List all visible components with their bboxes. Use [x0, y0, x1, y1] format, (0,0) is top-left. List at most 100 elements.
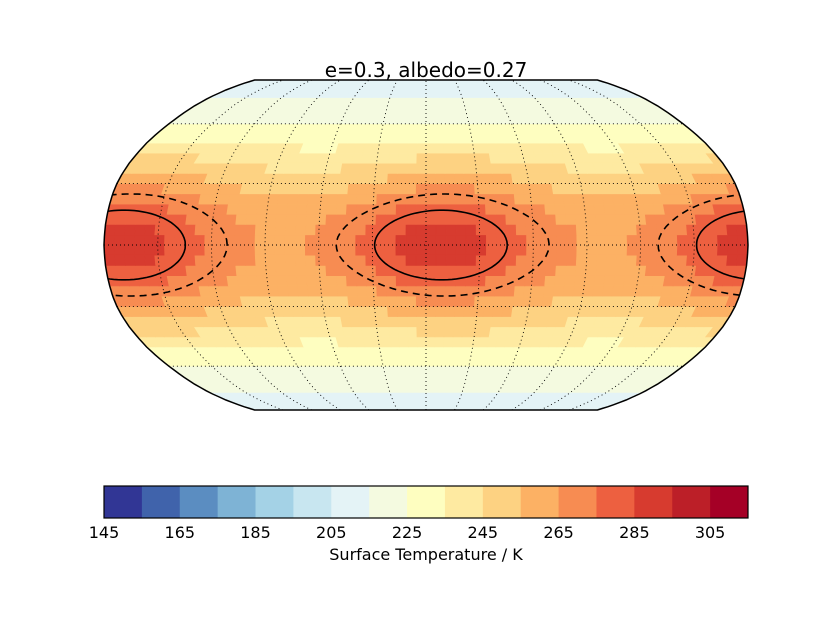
field-cell	[418, 105, 427, 115]
field-cell	[485, 234, 497, 246]
field-cell	[403, 383, 413, 393]
field-cell	[338, 173, 351, 184]
field-cell	[443, 326, 455, 338]
field-cell	[433, 123, 444, 134]
field-cell	[371, 336, 383, 348]
field-cell	[493, 295, 505, 307]
field-cell	[676, 244, 688, 256]
field-cell	[582, 285, 595, 297]
field-cell	[676, 254, 688, 266]
field-cell	[377, 173, 389, 184]
field-cell	[125, 265, 138, 277]
field-cell	[654, 214, 667, 225]
field-cell	[623, 203, 636, 215]
field-cell	[443, 142, 454, 154]
field-cell	[376, 183, 388, 195]
field-cell	[395, 224, 407, 236]
field-cell	[694, 265, 707, 277]
field-cell	[345, 254, 357, 266]
field-cell	[552, 193, 565, 205]
field-cell	[543, 285, 555, 297]
field-cell	[707, 244, 719, 256]
field-cell	[194, 224, 206, 236]
field-cell	[434, 142, 445, 154]
field-cell	[296, 275, 308, 287]
field-cell	[435, 275, 447, 287]
field-cell	[365, 265, 377, 277]
field-cell	[338, 306, 351, 317]
colorbar-swatch	[444, 486, 484, 518]
field-cell	[416, 133, 427, 144]
colorbar-tick-label: 185	[240, 523, 271, 542]
colorbar-frame	[103, 485, 749, 519]
field-cell	[516, 234, 527, 246]
field-cell	[396, 80, 406, 85]
field-cell	[445, 224, 457, 236]
field-cell	[435, 265, 447, 277]
contour-dashed	[657, 193, 748, 297]
field-cell	[135, 214, 148, 225]
field-cell	[512, 295, 525, 307]
field-cell	[392, 123, 403, 134]
field-cell	[284, 234, 296, 246]
field-cell	[526, 244, 538, 256]
field-cell	[475, 275, 487, 287]
field-cell	[606, 234, 618, 246]
field-cell	[425, 326, 436, 338]
field-cell	[366, 193, 378, 205]
field-cell	[264, 224, 277, 236]
field-cell	[345, 234, 357, 246]
field-cell	[390, 133, 402, 144]
field-cell	[281, 80, 298, 85]
field-cell	[411, 97, 420, 107]
field-cell	[425, 365, 435, 376]
field-cell	[299, 80, 314, 85]
map-boundary	[103, 79, 749, 411]
field-cell	[536, 244, 548, 256]
field-cell	[204, 254, 217, 266]
field-cell	[500, 80, 514, 85]
field-cell	[726, 224, 738, 236]
field-cell	[368, 162, 380, 174]
field-cell	[566, 244, 578, 256]
field-cell	[395, 203, 407, 215]
field-cell	[556, 244, 568, 256]
colorbar-swatch	[710, 486, 749, 518]
field-cell	[417, 123, 427, 134]
field-cell	[416, 152, 427, 164]
field-cell	[144, 224, 156, 236]
field-cell	[247, 80, 266, 85]
colorbar-tick-label: 225	[392, 523, 423, 542]
field-cell	[294, 234, 306, 246]
field-cell	[104, 234, 115, 246]
field-cell	[412, 89, 421, 98]
meridian-line	[318, 80, 370, 410]
field-cell	[676, 224, 688, 236]
field-cell	[225, 265, 238, 277]
field-cell	[626, 244, 638, 256]
field-cell	[425, 306, 437, 317]
field-cell	[247, 285, 260, 297]
field-cell	[455, 214, 467, 225]
field-cell	[505, 265, 517, 277]
field-cell	[398, 142, 409, 154]
field-cell	[445, 193, 457, 205]
field-cell	[666, 234, 678, 246]
field-cell	[434, 162, 446, 174]
field-cell	[277, 193, 290, 205]
field-cell	[225, 214, 238, 225]
field-cell	[287, 285, 300, 297]
field-cell	[525, 224, 537, 236]
field-cell	[412, 392, 421, 401]
field-cell	[244, 244, 256, 256]
field-cell	[274, 234, 286, 246]
field-cell	[407, 152, 418, 164]
field-cell	[581, 80, 599, 85]
field-cell	[359, 162, 371, 174]
field-cell	[224, 254, 237, 266]
field-cell	[445, 203, 457, 215]
field-cell	[254, 224, 267, 236]
map-plot	[104, 80, 748, 410]
field-cell	[473, 183, 486, 195]
